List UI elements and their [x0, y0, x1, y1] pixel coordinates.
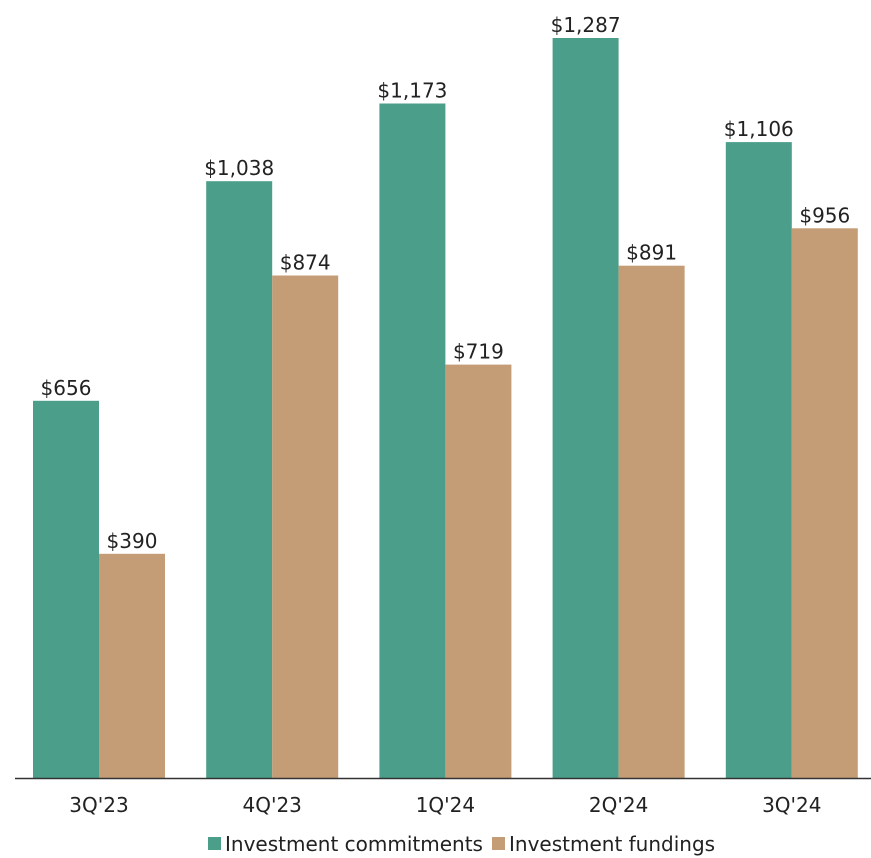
legend-label-fundings: Investment fundings: [509, 832, 715, 856]
x-tick-label-0: 3Q'23: [69, 793, 128, 817]
data-label-fundings-4: $956: [799, 203, 850, 227]
bar-commitments-4: [725, 142, 792, 779]
data-label-fundings-3: $891: [626, 241, 677, 265]
bar-fundings-3: [618, 265, 685, 778]
bar-commitments-1: [206, 181, 273, 778]
bar-commitments-0: [33, 400, 99, 778]
data-label-fundings-1: $874: [280, 251, 331, 275]
data-label-fundings-2: $719: [453, 340, 504, 364]
x-tick-label-2: 1Q'24: [416, 793, 475, 817]
data-label-commitments-2: $1,173: [377, 79, 447, 103]
x-tick-label-4: 3Q'24: [762, 793, 821, 817]
bar-commitments-2: [379, 103, 446, 778]
bar-commitments-3: [552, 38, 619, 778]
bar-fundings-4: [791, 228, 858, 779]
legend-label-commitments: Investment commitments: [225, 832, 483, 856]
bar-fundings-2: [445, 364, 512, 778]
bar-fundings-1: [272, 275, 339, 778]
x-tick-label-3: 2Q'24: [589, 793, 648, 817]
bars-layer: [33, 38, 858, 779]
x-axis-tick-labels: 3Q'23 4Q'23 1Q'24 2Q'24 3Q'24: [69, 793, 821, 817]
legend-swatch-commitments: [208, 837, 221, 850]
bar-fundings-0: [99, 553, 165, 778]
legend: Investment commitments Investment funding…: [208, 832, 715, 856]
data-label-commitments-3: $1,287: [551, 13, 621, 37]
data-label-commitments-1: $1,038: [204, 156, 274, 180]
data-label-fundings-0: $390: [107, 529, 158, 553]
data-label-commitments-4: $1,106: [724, 117, 794, 141]
data-label-commitments-0: $656: [41, 376, 92, 400]
x-tick-label-1: 4Q'23: [242, 793, 301, 817]
data-labels-layer: $656 $390 $1,038 $874 $1,173 $719 $1,287 $891 $1…: [41, 13, 851, 553]
legend-swatch-fundings: [492, 837, 505, 850]
